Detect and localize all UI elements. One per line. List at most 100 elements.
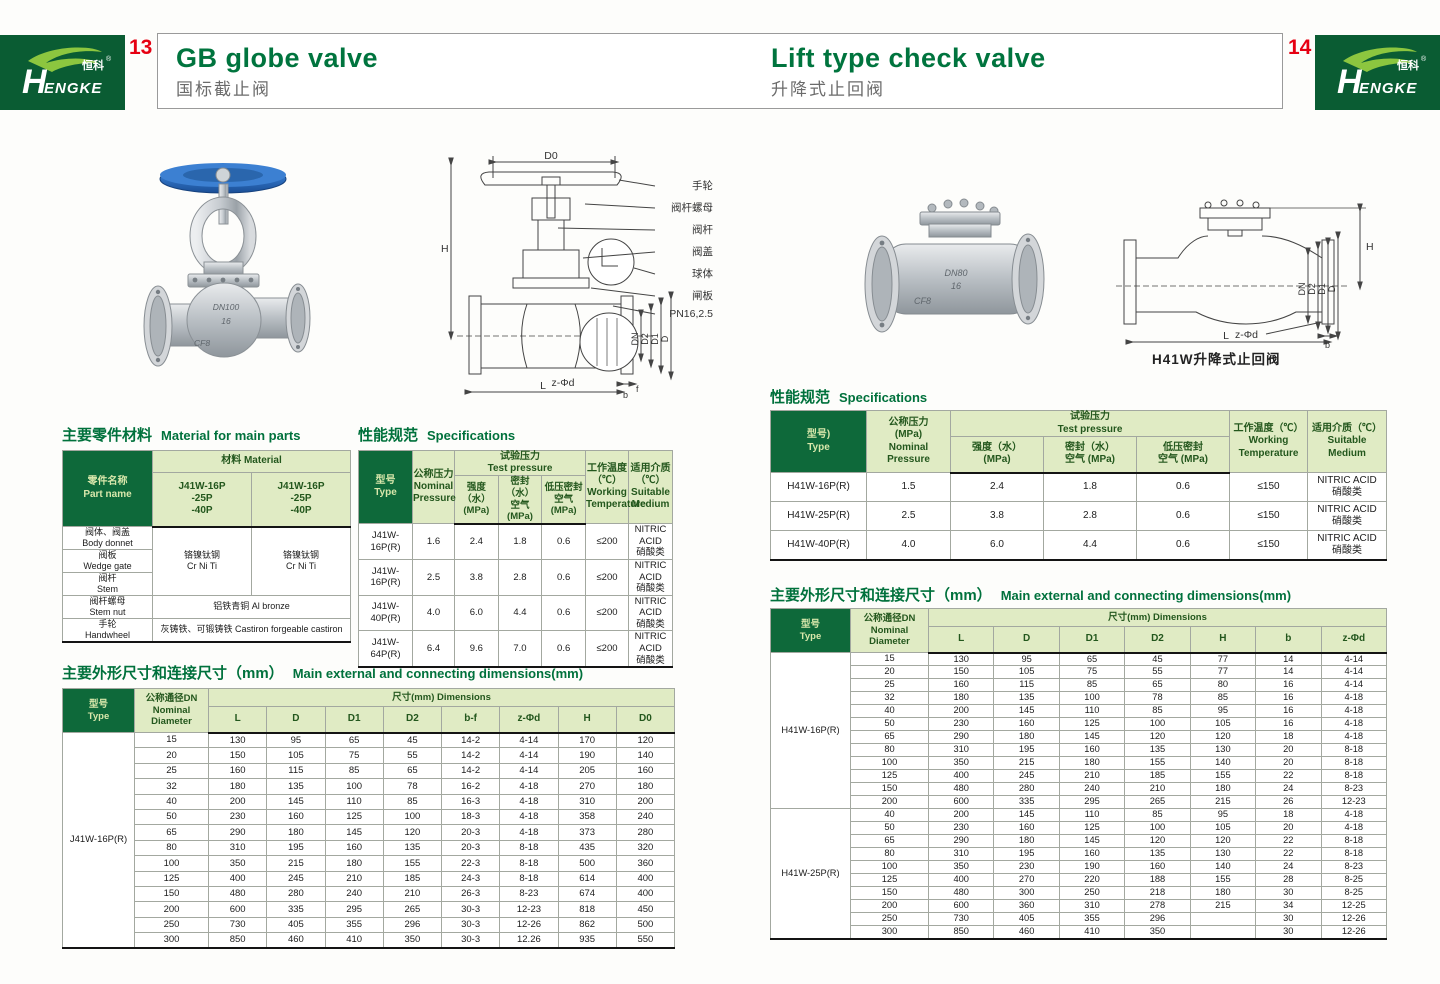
- value-cell: 2.5: [412, 558, 455, 596]
- value-cell: 85: [1124, 704, 1191, 718]
- value-cell: 100: [382, 808, 443, 826]
- page-number-right: 14: [1288, 36, 1312, 59]
- section-title-cn: 主要零件材料: [62, 427, 153, 444]
- col-nominal-pressure: 公称压力 (MPa) Nominal Pressure: [866, 410, 951, 473]
- type-cell: H41W-16P(R): [770, 652, 851, 809]
- dn-cell: 250: [850, 912, 929, 926]
- value-cell: 185: [382, 870, 443, 887]
- value-cell: 130: [927, 652, 995, 666]
- value-cell: NITRIC ACID 硝酸类: [628, 523, 673, 560]
- value-cell: 350: [382, 932, 443, 949]
- part-cell: 阀体、阀盖 Body donnet: [62, 526, 153, 550]
- value-cell: 14-2: [440, 762, 501, 780]
- table-row: 65 290 180 145 120 120 18 4-18: [771, 730, 1388, 744]
- value-cell: 2.8: [1043, 501, 1137, 531]
- value-cell: 4.4: [1043, 530, 1137, 560]
- value-cell: 24: [1255, 860, 1322, 874]
- table-row: 250 730 405 355 296 30 12-26: [771, 912, 1388, 926]
- table-row: H41W-25P(R) 40 200 145 110 85 95 18 4-18: [770, 808, 1388, 939]
- table-row: 125 400 245 210 185 24-3 8-18 614 400: [63, 870, 676, 887]
- label-pn: PN16,2.5: [669, 308, 713, 320]
- value-cell: 600: [927, 899, 995, 913]
- value-cell: 16-3: [440, 793, 501, 810]
- check-valve-drawing: H DN D2 D1 D z-Φd L b: [1116, 199, 1374, 348]
- logo-letter-h: H: [1337, 63, 1363, 101]
- dn-cell: 100: [850, 860, 929, 874]
- value-cell: 0.6: [1136, 530, 1230, 560]
- section-title-en: Specifications: [427, 428, 516, 443]
- dim-d2: D2: [1307, 283, 1317, 295]
- col-strength: 强度（水） (MPa): [454, 475, 499, 525]
- right-spec-table: 型号) Type 公称压力 (MPa) Nominal Pressure 试验压…: [770, 410, 1387, 561]
- valve-body: [883, 243, 1033, 315]
- value-cell: 30-3: [440, 901, 501, 918]
- value-cell: 155: [1189, 769, 1257, 783]
- dn-cell: 65: [134, 824, 209, 841]
- right-title-en: Lift type check valve: [771, 43, 1046, 73]
- value-cell: 125: [324, 808, 384, 826]
- section-title-material: 主要零件材料 Material for main parts: [62, 424, 300, 445]
- table-row: 250 730 405 355 296 30-3 12-26 862 500: [63, 916, 676, 934]
- value-cell: 12.26: [499, 932, 559, 949]
- material-cell: 铬镍钛钢 Cr Ni Ti: [152, 526, 252, 596]
- dim-l: L: [1223, 330, 1229, 342]
- value-cell: 24-3: [440, 870, 501, 887]
- value-cell: 145: [324, 824, 384, 841]
- value-cell: 8-25: [1320, 873, 1388, 887]
- value-cell: 30-3: [440, 932, 501, 949]
- value-cell: 265: [382, 901, 443, 918]
- value-cell: 95: [266, 731, 326, 749]
- value-cell: ≤150: [1229, 472, 1308, 502]
- value-cell: 12-26: [1320, 925, 1388, 939]
- dn-cell: 50: [134, 808, 209, 826]
- value-cell: 34: [1255, 899, 1322, 913]
- label-stem: 阀杆: [692, 223, 713, 236]
- value-cell: 20: [1255, 821, 1322, 835]
- value-cell: 8-18: [499, 870, 559, 887]
- value-cell: 450: [615, 901, 676, 918]
- value-cell: 310: [1058, 899, 1126, 913]
- value-cell: 600: [927, 795, 995, 809]
- material-cell: 铝铁青铜 Al bronze: [152, 594, 351, 619]
- value-cell: 862: [557, 916, 617, 934]
- value-cell: 95: [993, 652, 1060, 666]
- col-type: 型号) Type: [770, 410, 867, 473]
- dim-f: f: [636, 384, 639, 394]
- value-cell: 4-14: [499, 762, 559, 780]
- value-cell: 26-3: [440, 885, 501, 903]
- table-row: 65 290 180 145 120 20-3 4-18 373 280: [63, 824, 676, 841]
- left-title-cn: 国标截止阀: [176, 80, 271, 100]
- col-test-pressure: 试验压力 Test pressure: [454, 449, 586, 477]
- col-working-temperature: 工作温度 （℃） Working Temperature: [585, 449, 646, 525]
- right-dims-body: H41W-16P(R) 15 130 95 65 45 77 14 4-14 20 150 105 75…: [770, 652, 1388, 939]
- value-cell: 130: [1189, 743, 1257, 757]
- value-cell: 16: [1255, 678, 1322, 692]
- value-cell: 405: [266, 916, 326, 934]
- value-cell: 150: [207, 747, 268, 764]
- value-cell: 215: [1189, 899, 1257, 913]
- left-dimensions-table: 型号 Type 公称通径DN Nominal Diameter 尺寸(mm) D…: [62, 688, 676, 949]
- value-cell: 120: [1189, 834, 1257, 848]
- value-cell: 120: [1124, 730, 1191, 744]
- table-row: J41W-16P(R) 2.5 3.8 2.8 0.6 ≤200 NITRIC ACID 硝…: [358, 558, 673, 596]
- value-cell: 2.4: [454, 523, 499, 560]
- value-cell: 30: [1255, 912, 1322, 926]
- table-row: 100 350 215 180 155 140 20 8-18: [771, 756, 1388, 770]
- value-cell: 674: [557, 885, 617, 903]
- value-cell: 85: [324, 762, 384, 780]
- col-nominal-pressure: 公称压力 Nominal Pressure: [412, 449, 456, 525]
- value-cell: 4-18: [1320, 808, 1388, 822]
- dn-cell: 65: [850, 730, 929, 744]
- value-cell: 22: [1255, 834, 1322, 848]
- value-cell: 280: [615, 824, 676, 841]
- dn-cell: 200: [134, 901, 209, 918]
- value-cell: 140: [615, 747, 676, 764]
- value-cell: 4-14: [1320, 665, 1388, 679]
- value-cell: 155: [382, 855, 443, 872]
- value-cell: 350: [927, 756, 995, 770]
- table-row: 50 230 160 125 100 105 16 4-18: [771, 717, 1388, 731]
- value-cell: 280: [993, 782, 1060, 796]
- value-cell: 480: [927, 782, 995, 796]
- hengke-logo-right: H ENGKE 恒科 ®: [1315, 35, 1440, 110]
- table-row: 阀杆螺母 Stem nut 铝铁青铜 Al bronze: [62, 594, 351, 619]
